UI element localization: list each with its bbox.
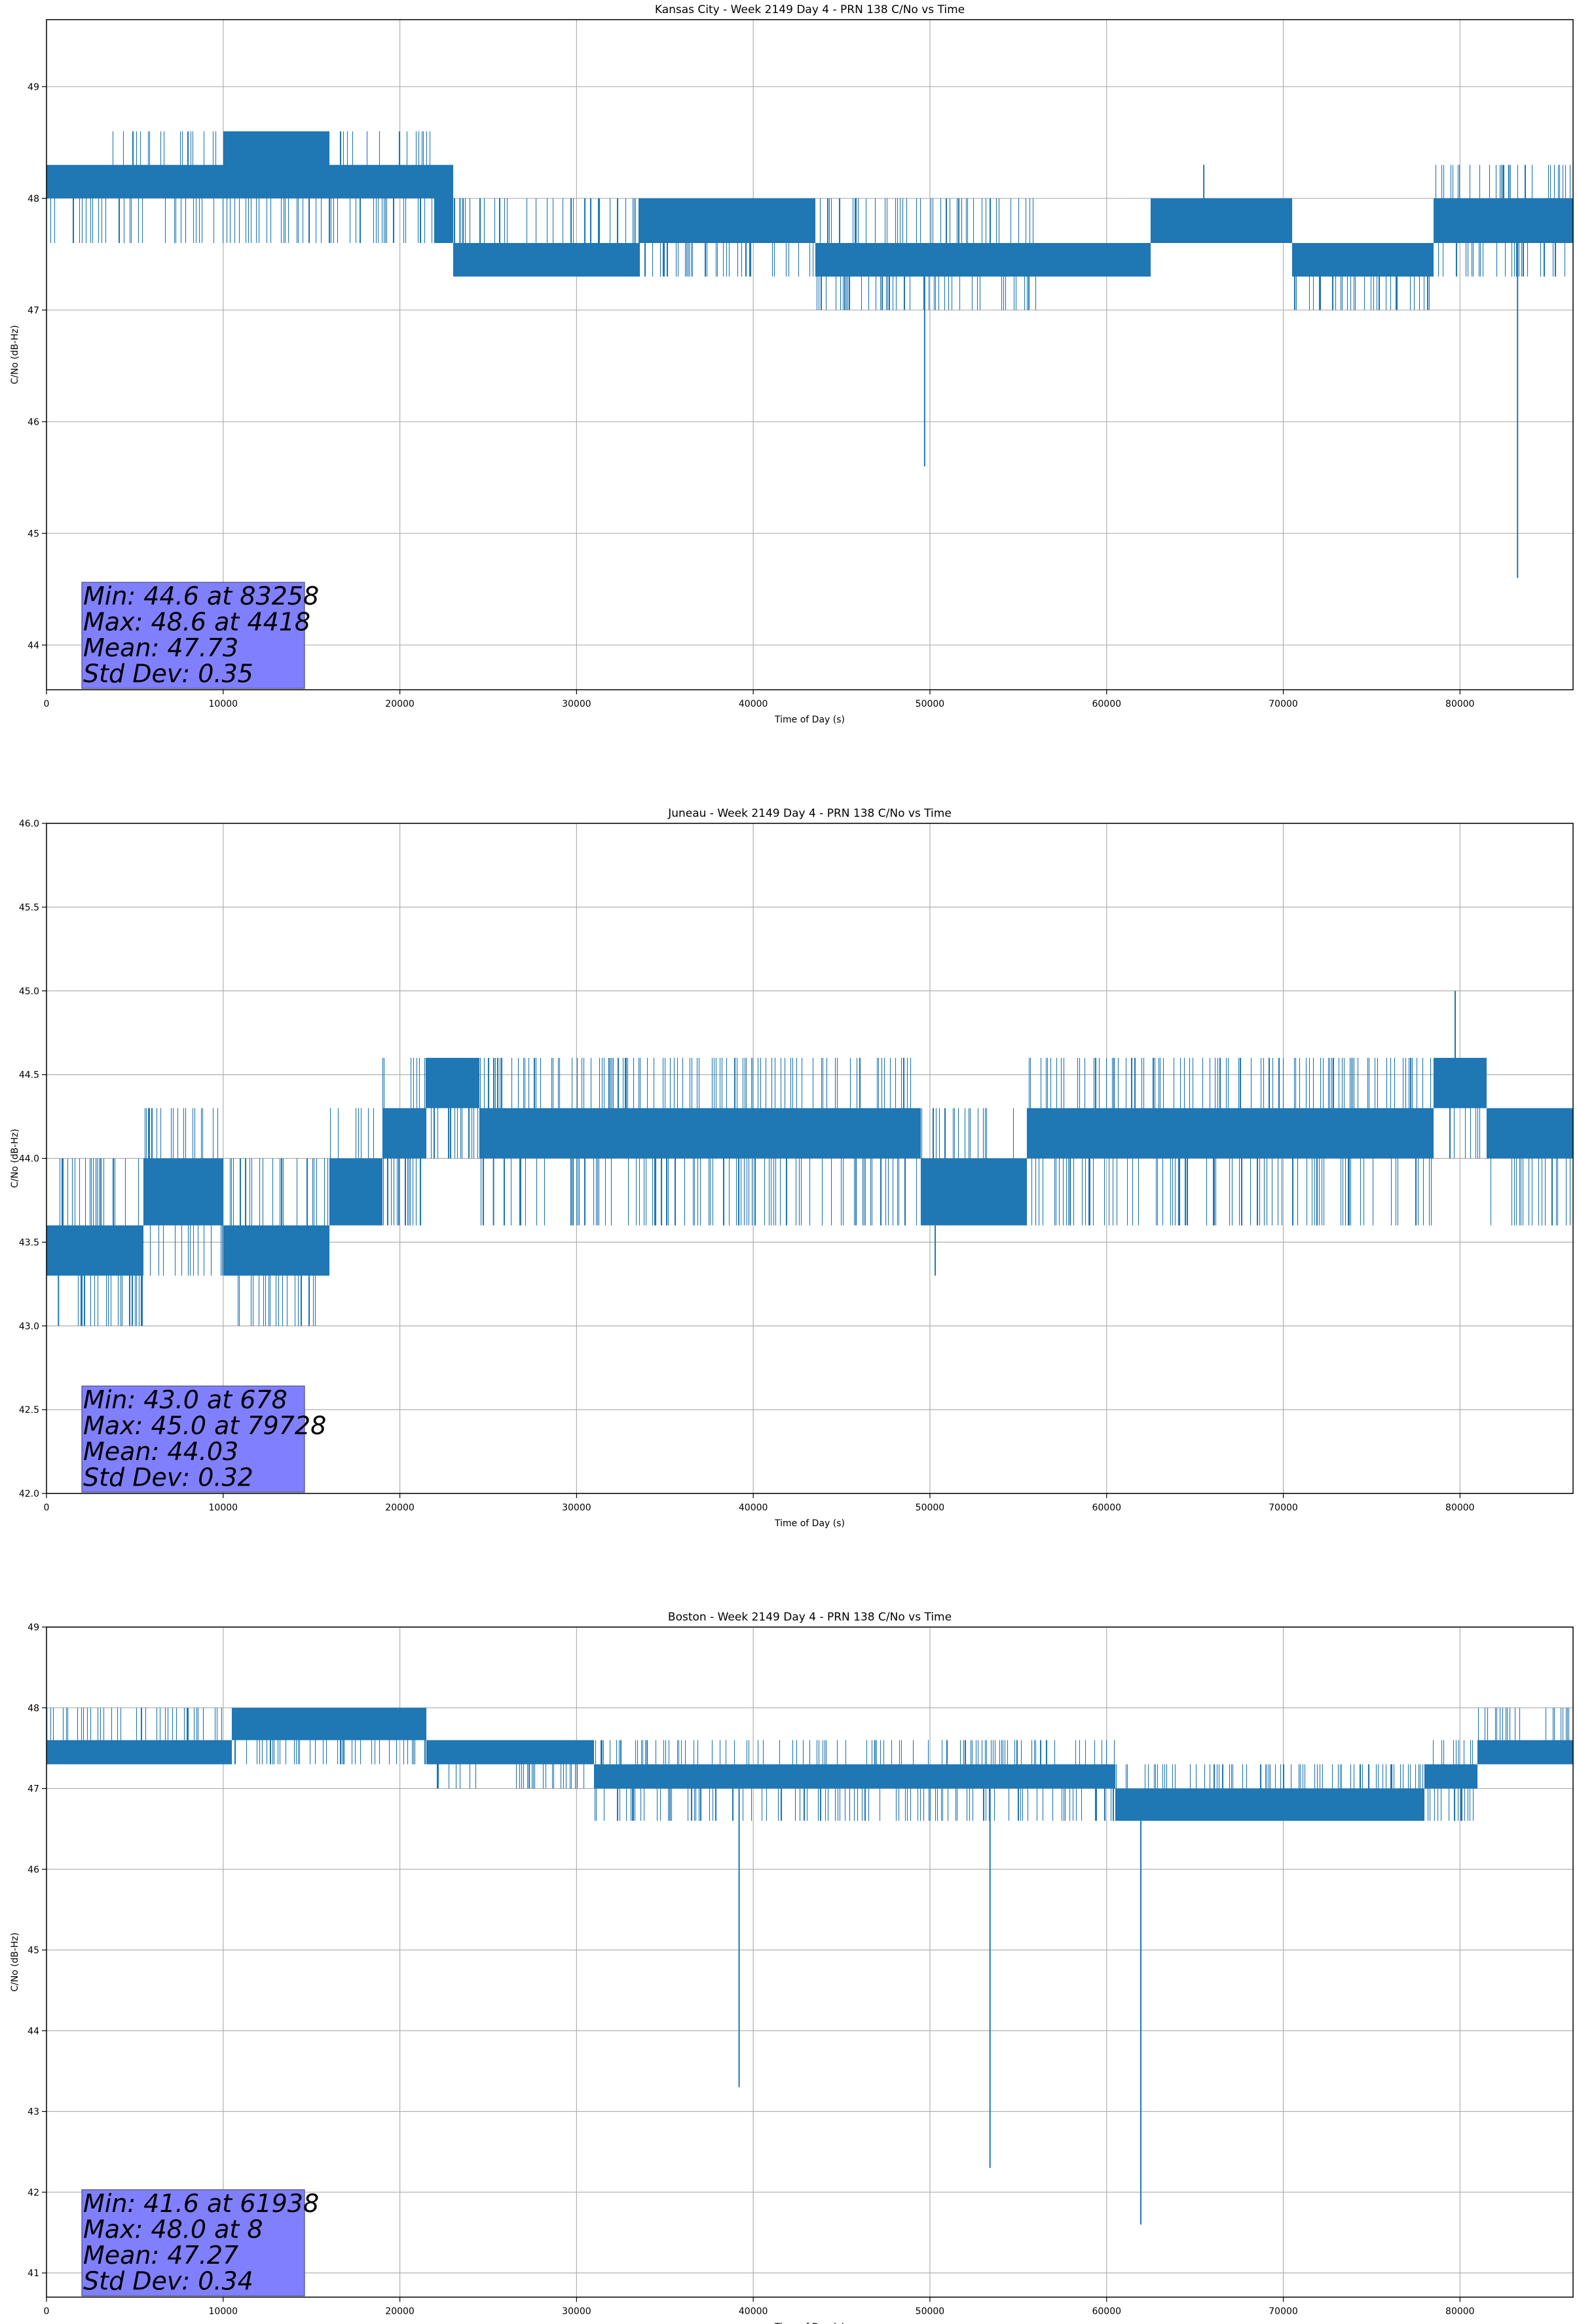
y-tick-label: 46 <box>28 1865 39 1875</box>
y-tick-label: 47 <box>28 1784 39 1795</box>
x-axis-label: Time of Day (s) <box>774 1518 845 1529</box>
y-axis-label: C/No (dB-Hz) <box>10 1129 20 1188</box>
stats-line: Min: 43.0 at 678 <box>83 1385 288 1414</box>
y-tick-label: 46 <box>28 417 39 428</box>
x-tick-label: 20000 <box>385 699 415 709</box>
y-tick-label: 44 <box>28 2026 39 2036</box>
stats-line: Std Dev: 0.35 <box>83 660 253 688</box>
stats-line: Max: 48.0 at 8 <box>83 2215 263 2244</box>
y-tick-label: 48 <box>28 1703 39 1714</box>
x-tick-label: 0 <box>44 2306 50 2317</box>
stats-line: Mean: 44.03 <box>83 1437 238 1466</box>
y-tick-label: 42.5 <box>19 1405 39 1415</box>
x-tick-label: 30000 <box>562 1503 591 1513</box>
x-tick-label: 70000 <box>1269 699 1298 709</box>
chart-title: Juneau - Week 2149 Day 4 - PRN 138 C/No … <box>667 807 952 820</box>
chart-panel-1: 0 10000 20000 30000 40000 50000 60000 70000 8000… <box>10 3 1574 725</box>
chart-title: Boston - Week 2149 Day 4 - PRN 138 C/No … <box>668 1611 952 1624</box>
x-tick-label: 40000 <box>739 2306 768 2317</box>
y-tick-label: 44.0 <box>19 1154 39 1165</box>
y-tick-label: 43.5 <box>19 1237 39 1248</box>
axes-frame <box>46 19 1574 690</box>
stats-line: Mean: 47.73 <box>83 633 238 662</box>
y-tick-label: 43 <box>28 2107 39 2118</box>
y-tick-label: 45 <box>28 1945 39 1956</box>
y-axis-label: C/No (dB-Hz) <box>10 1932 20 1991</box>
y-tick-label: 47 <box>28 305 39 316</box>
y-tick-label: 48 <box>28 194 39 204</box>
x-axis-label: Time of Day (s) <box>774 2322 845 2324</box>
y-tick-label: 42.0 <box>19 1489 39 1499</box>
y-tick-label: 44 <box>28 641 39 651</box>
stats-line: Mean: 47.27 <box>83 2241 238 2270</box>
x-tick-label: 10000 <box>209 1503 238 1513</box>
x-tick-label: 30000 <box>562 699 591 709</box>
x-tick-label: 20000 <box>385 1503 415 1513</box>
stats-line: Max: 45.0 at 79728 <box>83 1412 326 1440</box>
x-tick-label: 40000 <box>739 699 768 709</box>
series-line <box>46 990 1573 1326</box>
x-tick-label: 70000 <box>1269 2306 1298 2317</box>
stats-box <box>81 1385 305 1493</box>
stats-line: Min: 41.6 at 61938 <box>83 2189 319 2218</box>
x-tick-label: 0 <box>44 1503 50 1513</box>
x-tick-label: 60000 <box>1092 2306 1121 2317</box>
y-tick-label: 45 <box>28 529 39 539</box>
x-tick-label: 80000 <box>1445 2306 1475 2317</box>
y-tick-label: 49 <box>28 1622 39 1633</box>
x-tick-label: 0 <box>44 699 50 709</box>
stats-line: Min: 44.6 at 83258 <box>83 582 319 610</box>
x-tick-label: 20000 <box>385 2306 415 2317</box>
y-tick-label: 45.5 <box>19 903 39 913</box>
y-tick-label: 44.5 <box>19 1070 39 1081</box>
y-tick-label: 49 <box>28 82 39 92</box>
x-tick-label: 80000 <box>1445 1503 1475 1513</box>
stats-line: Std Dev: 0.34 <box>83 2267 253 2296</box>
x-tick-label: 40000 <box>739 1503 768 1513</box>
y-tick-label: 41 <box>28 2268 39 2279</box>
x-axis-label: Time of Day (s) <box>774 715 845 725</box>
x-tick-label: 30000 <box>562 2306 591 2317</box>
stats-line: Max: 48.6 at 4418 <box>83 608 310 637</box>
chart-panel-3: 0 10000 20000 30000 40000 50000 60000 70000 8000… <box>10 1611 1574 2324</box>
x-tick-label: 10000 <box>209 699 238 709</box>
x-tick-label: 70000 <box>1269 1503 1298 1513</box>
stats-box <box>81 2189 305 2296</box>
y-tick-label: 45.0 <box>19 986 39 997</box>
x-tick-label: 60000 <box>1092 1503 1121 1513</box>
stats-box <box>81 582 305 689</box>
chart-panel-2: 0 10000 20000 30000 40000 50000 60000 70000 8000… <box>10 807 1574 1529</box>
chart-title: Kansas City - Week 2149 Day 4 - PRN 138 … <box>655 3 965 16</box>
y-tick-label: 46.0 <box>19 819 39 829</box>
y-tick-label: 43.0 <box>19 1321 39 1332</box>
x-tick-label: 50000 <box>916 699 945 709</box>
axes-frame <box>46 1626 1574 2298</box>
x-tick-label: 50000 <box>916 2306 945 2317</box>
y-tick-label: 42 <box>28 2188 39 2198</box>
x-tick-label: 10000 <box>209 2306 238 2317</box>
x-tick-label: 50000 <box>916 1503 945 1513</box>
x-tick-label: 60000 <box>1092 699 1121 709</box>
stats-line: Std Dev: 0.32 <box>83 1463 253 1492</box>
series-line <box>46 1708 1573 2225</box>
y-axis-label: C/No (dB-Hz) <box>10 325 20 384</box>
x-tick-label: 80000 <box>1445 699 1475 709</box>
